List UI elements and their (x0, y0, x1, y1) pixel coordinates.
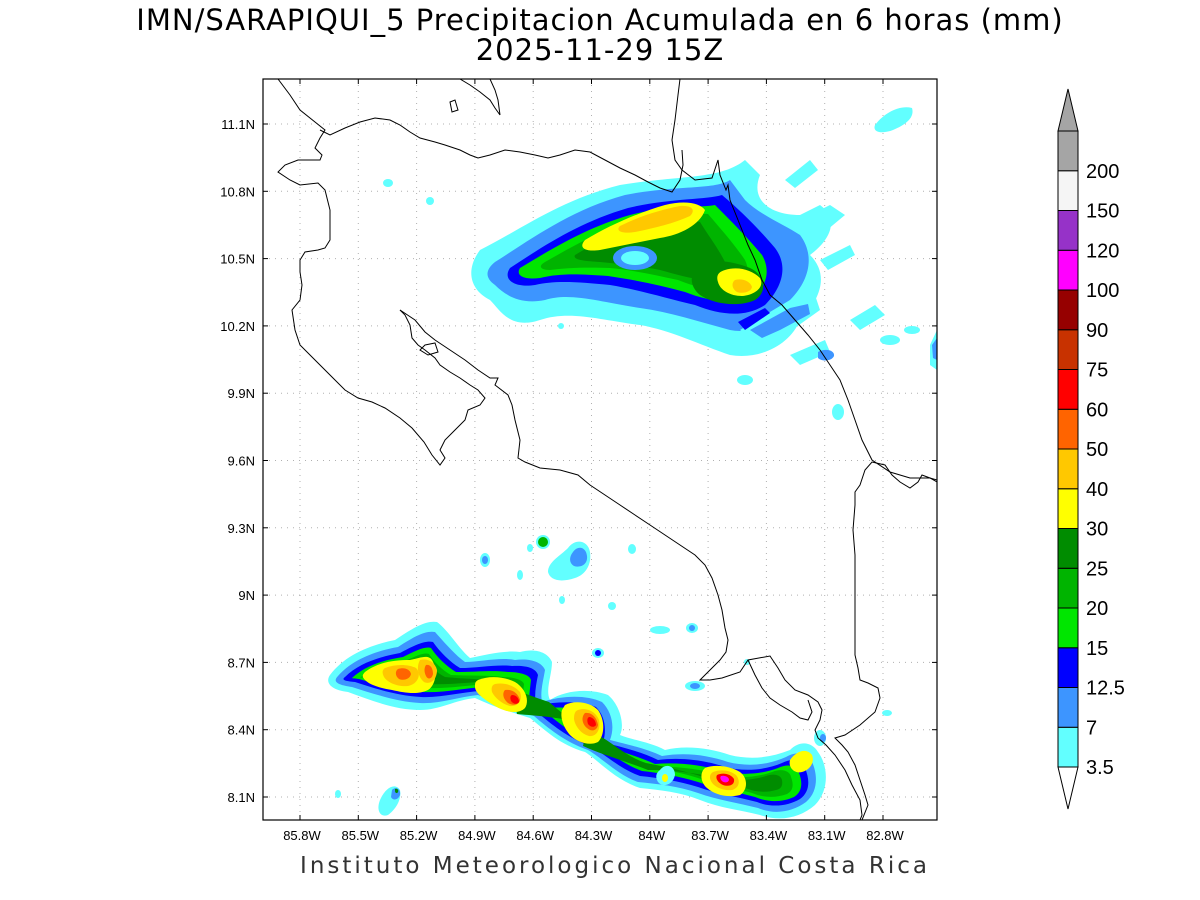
lon-tick-label: 82.8W (866, 828, 904, 843)
colorbar-level-label: 150 (1086, 201, 1119, 223)
map-timestamp: 2025-11-29 15Z (475, 33, 725, 67)
map-title: IMN/SARAPIQUI_5 Precipitacion Acumulada … (136, 3, 1064, 37)
colorbar-max-arrow (1057, 88, 1079, 132)
colorbar-swatch (1057, 369, 1079, 410)
colorbar-level-label: 15 (1086, 638, 1108, 660)
colorbar-swatch (1057, 130, 1079, 172)
lon-tick-label: 83.4W (750, 828, 788, 843)
colorbar-swatch (1057, 687, 1079, 728)
colorbar-level-label: 7 (1086, 717, 1097, 739)
colorbar-level-label: 50 (1086, 439, 1108, 461)
colorbar-min-arrow (1057, 766, 1079, 810)
lon-tick-label: 85.5W (342, 828, 380, 843)
colorbar-swatch (1057, 448, 1079, 490)
lat-tick-label: 10.5N (220, 252, 255, 267)
precip-band-south (328, 621, 892, 819)
colorbar-level-label: 25 (1086, 558, 1108, 580)
lon-tick-label: 84.6W (516, 828, 554, 843)
latitude-labels: 11.1N 10.8N 10.5N 10.2N 9.9N 9.6N 9.3N 9N 8.7N 8.… (220, 117, 255, 805)
colorbar-level-label: 75 (1086, 360, 1108, 382)
colorbar-level-label: 12.5 (1086, 678, 1125, 700)
colorbar-swatch (1057, 726, 1079, 768)
colorbar-swatch (1057, 329, 1079, 370)
precipitation-field (328, 107, 937, 819)
lat-tick-label: 9.9N (228, 386, 255, 401)
lat-tick-label: 10.8N (220, 184, 255, 199)
colorbar-swatch (1057, 528, 1079, 569)
axis-ticks (263, 79, 937, 820)
colorbar-swatch (1057, 567, 1079, 609)
lat-tick-label: 9N (238, 588, 255, 603)
map-frame (262, 78, 938, 821)
colorbar-labels: 3.5 7 12.5 15 20 25 30 40 50 60 75 90 100 120 150 200 (1086, 161, 1125, 779)
colorbar (1057, 88, 1079, 810)
colorbar-swatch (1057, 170, 1079, 211)
lat-tick-label: 9.6N (228, 454, 255, 469)
lon-tick-label: 83.1W (808, 828, 846, 843)
colorbar-level-label: 3.5 (1086, 757, 1114, 779)
lon-tick-label: 85.8W (283, 828, 321, 843)
lon-tick-label: 84.3W (575, 828, 613, 843)
colorbar-level-label: 60 (1086, 399, 1108, 421)
lon-tick-label: 85.2W (400, 828, 438, 843)
lon-tick-label: 84.9W (458, 828, 496, 843)
colorbar-level-label: 20 (1086, 598, 1108, 620)
colorbar-swatch (1057, 249, 1079, 291)
colorbar-swatch (1057, 488, 1079, 529)
lat-tick-label: 8.1N (228, 790, 255, 805)
colorbar-level-label: 200 (1086, 161, 1119, 183)
colorbar-swatch (1057, 647, 1079, 688)
colorbar-level-label: 90 (1086, 320, 1108, 342)
colorbar-level-label: 40 (1086, 479, 1108, 501)
lat-tick-label: 9.3N (228, 521, 255, 536)
lat-tick-label: 11.1N (221, 117, 255, 132)
colorbar-swatch (1057, 210, 1079, 251)
colorbar-swatch (1057, 289, 1079, 331)
lat-tick-label: 10.2N (220, 319, 255, 334)
lon-tick-label: 83.7W (691, 828, 729, 843)
colorbar-level-label: 120 (1086, 240, 1119, 262)
footer-credit: Instituto Meteorologico Nacional Costa R… (300, 853, 930, 879)
coastlines (277, 79, 937, 820)
lon-tick-label: 84W (638, 828, 665, 843)
precip-band-north (383, 107, 937, 420)
longitude-labels: 85.8W 85.5W 85.2W 84.9W 84.6W 84.3W 84W 83.7W 83… (283, 828, 904, 843)
lat-tick-label: 8.4N (228, 723, 255, 738)
colorbar-swatch (1057, 607, 1079, 649)
colorbar-level-label: 30 (1086, 519, 1108, 541)
colorbar-level-label: 100 (1086, 280, 1119, 302)
lat-tick-label: 8.7N (228, 655, 255, 670)
colorbar-swatch (1057, 408, 1079, 450)
